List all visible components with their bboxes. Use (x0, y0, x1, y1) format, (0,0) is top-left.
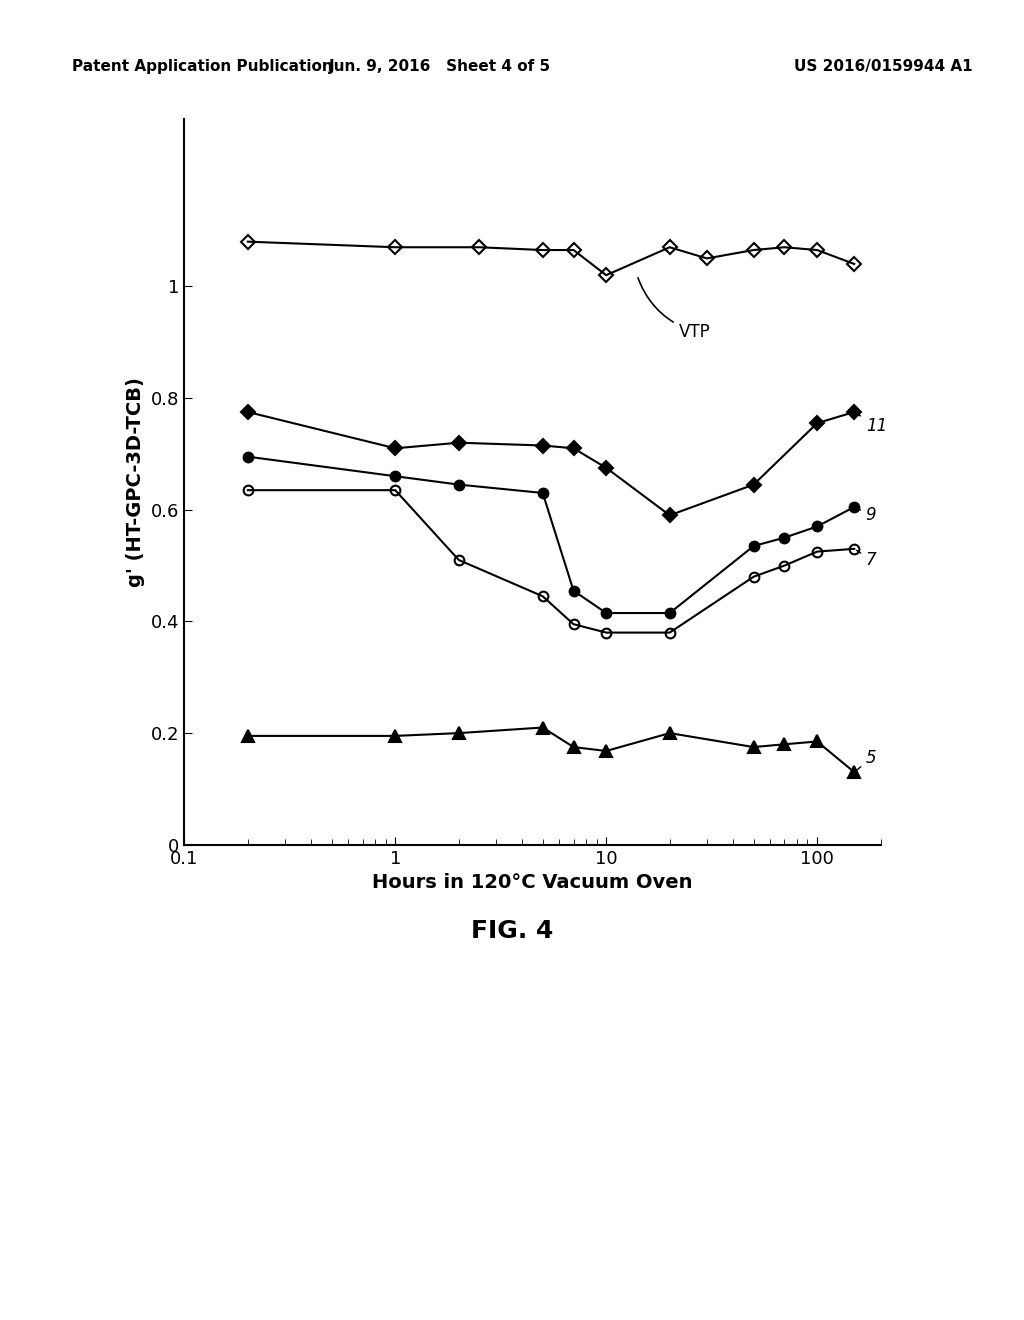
Text: 9: 9 (857, 507, 877, 524)
X-axis label: Hours in 120°C Vacuum Oven: Hours in 120°C Vacuum Oven (373, 874, 692, 892)
Text: 7: 7 (857, 550, 877, 569)
Text: US 2016/0159944 A1: US 2016/0159944 A1 (795, 59, 973, 74)
Text: 5: 5 (856, 750, 877, 771)
Text: FIG. 4: FIG. 4 (471, 919, 553, 942)
Text: Jun. 9, 2016   Sheet 4 of 5: Jun. 9, 2016 Sheet 4 of 5 (330, 59, 551, 74)
Text: 11: 11 (857, 413, 887, 436)
Y-axis label: g' (HT-GPC-3D-TCB): g' (HT-GPC-3D-TCB) (126, 378, 145, 586)
Text: Patent Application Publication: Patent Application Publication (72, 59, 333, 74)
Text: VTP: VTP (638, 277, 711, 341)
